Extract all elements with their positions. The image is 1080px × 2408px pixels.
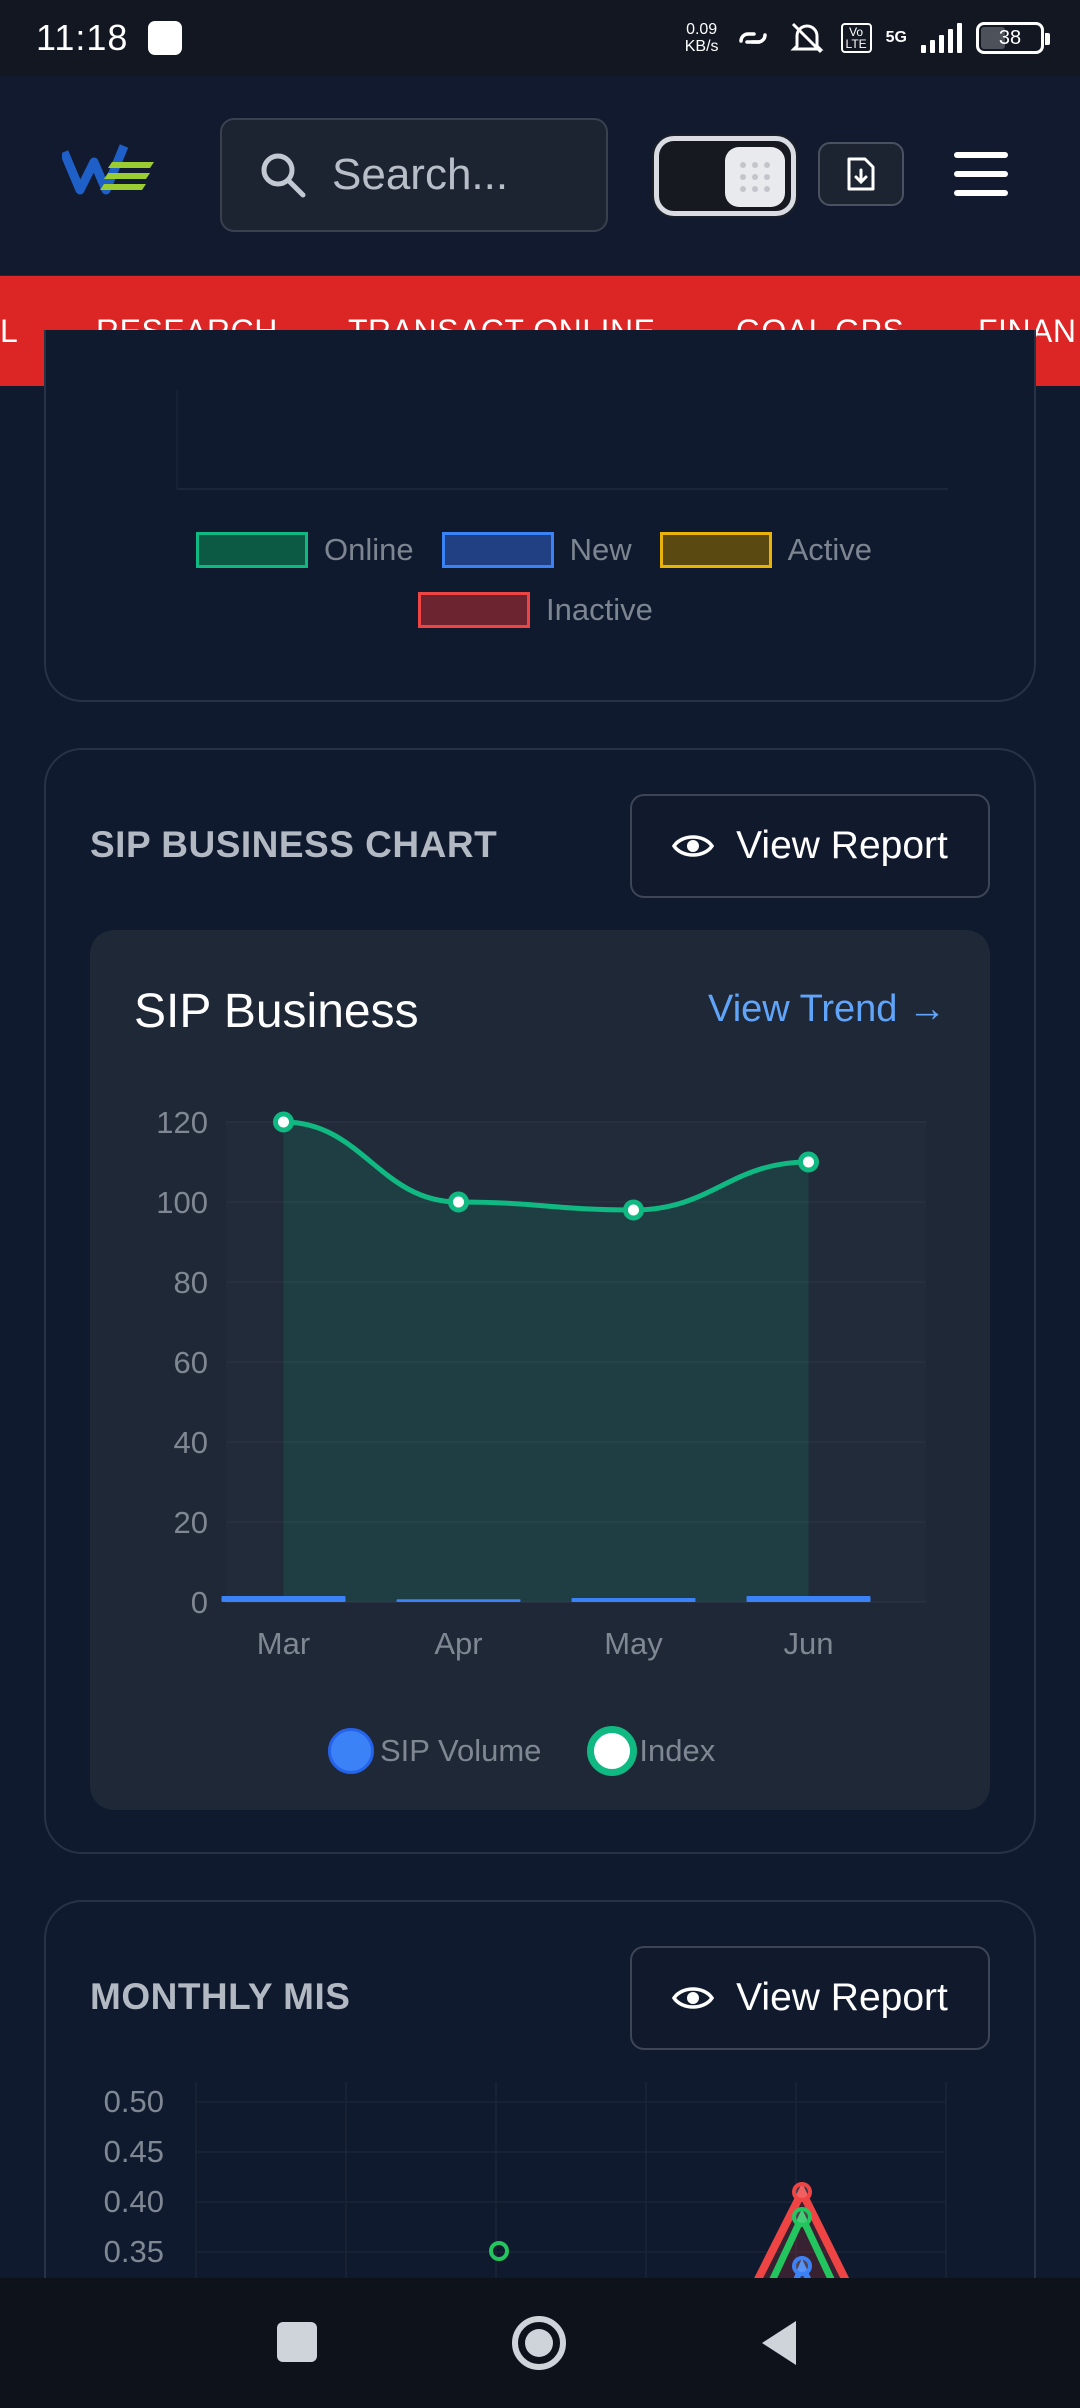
chart-baseline — [176, 488, 948, 490]
view-trend-link[interactable]: View Trend → — [708, 988, 946, 1030]
index-point — [623, 1199, 644, 1221]
legend-new-swatch — [441, 532, 554, 568]
legend-index-marker — [587, 1726, 638, 1776]
legend-sip-volume-label: SIP Volume — [380, 1733, 542, 1768]
y-tick-label: 80 — [174, 1265, 208, 1300]
sip-volume-bar — [221, 1596, 346, 1602]
sip-volume-bar — [746, 1596, 871, 1602]
y-tick-label: 0.35 — [104, 2234, 164, 2269]
series-point — [792, 2256, 812, 2276]
volte-icon: Vo LTE — [840, 23, 872, 53]
y-tick-label: 100 — [156, 1185, 208, 1220]
legend-online-label: Online — [324, 532, 414, 567]
legend-inactive-swatch — [418, 592, 530, 628]
battery-icon: 38 — [976, 22, 1050, 54]
back-button[interactable] — [758, 2318, 800, 2368]
hamburger-menu-button[interactable] — [954, 152, 1008, 196]
recent-apps-button[interactable] — [277, 2322, 317, 2362]
mis-card-title: MONTHLY MIS — [90, 1976, 351, 2017]
chart-axis — [176, 390, 178, 490]
search-input[interactable] — [332, 150, 602, 200]
sip-view-report-button[interactable]: View Report — [630, 794, 990, 898]
status-bar: 11:18 0.09 KB/s Vo LTE 5G 38 — [0, 0, 1080, 76]
status-chart-card: Online New Active Inactive — [44, 330, 1036, 702]
search-box[interactable] — [220, 118, 608, 232]
sip-volume-bar — [571, 1598, 696, 1602]
index-point — [273, 1111, 294, 1133]
y-tick-label: 0.50 — [104, 2084, 164, 2119]
mis-view-report-label: View Report — [736, 1976, 948, 2019]
app-notification-icon — [148, 21, 183, 55]
eye-icon — [672, 835, 715, 857]
sip-view-report-label: View Report — [736, 824, 948, 867]
signal-icon — [921, 23, 962, 53]
x-tick-label: May — [604, 1626, 663, 1661]
sip-card-title: SIP BUSINESS CHART — [90, 824, 498, 865]
series-point — [792, 2207, 812, 2227]
sip-chart-legend: SIP Volume Index — [328, 1726, 715, 1776]
legend-index-label: Index — [639, 1733, 716, 1768]
eye-icon — [672, 1987, 715, 2009]
sip-business-chart: 0 20 40 60 80 100 120 Mar Apr May Jun — [156, 1105, 926, 1661]
x-tick-label: Mar — [257, 1626, 310, 1661]
toggle-knob — [725, 147, 785, 207]
legend-inactive-label: Inactive — [546, 592, 653, 627]
download-button[interactable] — [818, 142, 904, 206]
sip-business-card: SIP BUSINESS CHART View Report SIP Busin… — [44, 748, 1036, 1854]
download-file-icon — [847, 157, 875, 191]
y-tick-label: 60 — [174, 1345, 208, 1380]
series-point — [489, 2241, 509, 2261]
app-header — [0, 76, 1080, 276]
nav-item-partial-left[interactable]: L — [0, 312, 19, 349]
y-tick-label: 20 — [174, 1505, 208, 1540]
legend-active-label: Active — [787, 532, 873, 567]
y-tick-label: 0 — [191, 1585, 208, 1620]
legend-active-swatch — [659, 532, 772, 568]
legend-online-swatch — [196, 532, 308, 568]
index-line — [283, 1119, 809, 1213]
y-tick-label: 120 — [156, 1105, 208, 1140]
mis-view-report-button[interactable]: View Report — [630, 1946, 990, 2050]
series-point — [792, 2182, 812, 2202]
index-point — [448, 1191, 469, 1213]
legend-new-label: New — [569, 532, 632, 567]
network-type: 5G — [885, 29, 907, 46]
system-nav-bar — [0, 2278, 1080, 2408]
network-speed: 0.09 KB/s — [684, 21, 719, 55]
home-button[interactable] — [510, 2314, 568, 2372]
theme-toggle[interactable] — [654, 136, 796, 216]
index-point — [798, 1151, 819, 1173]
index-area — [283, 1122, 809, 1602]
legend-row-1: Online New Active — [196, 532, 872, 568]
y-tick-label: 0.45 — [104, 2134, 164, 2169]
link-icon — [738, 32, 767, 44]
sip-chart-title: SIP Business — [134, 985, 419, 1038]
status-time: 11:18 — [36, 17, 129, 58]
search-icon — [261, 153, 306, 198]
y-tick-label: 0.40 — [104, 2184, 164, 2219]
sip-volume-bar — [396, 1599, 521, 1602]
y-tick-label: 40 — [174, 1425, 208, 1460]
legend-sip-volume-marker — [328, 1728, 374, 1774]
x-tick-label: Jun — [784, 1626, 834, 1661]
legend-row-2: Inactive — [418, 592, 653, 628]
mute-bell-icon — [789, 22, 824, 54]
sip-chart-panel: SIP Business View Trend → 0 20 40 60 80 100 12… — [90, 930, 990, 1810]
x-tick-label: Apr — [434, 1626, 482, 1661]
brand-logo — [62, 144, 154, 195]
